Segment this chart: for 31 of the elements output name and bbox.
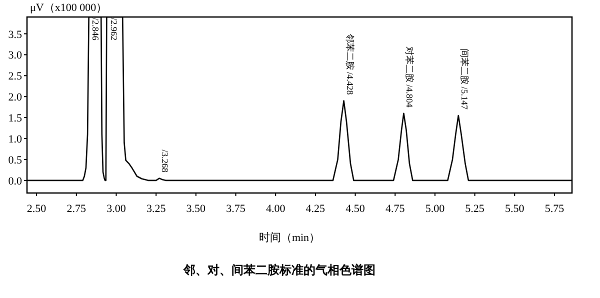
annotation: 邻苯二胺 /4.428 <box>344 34 355 96</box>
y-tick-label: 1.5 <box>8 112 22 125</box>
x-tick-label: 5.25 <box>465 203 485 215</box>
x-tick-label: 5.75 <box>544 203 565 215</box>
x-tick-label: 2.50 <box>26 203 47 215</box>
annotation: 间苯二胺 /5.147 <box>459 48 470 110</box>
annotation: /2.962 <box>109 18 120 40</box>
x-tick-label: 3.00 <box>106 203 126 215</box>
y-tick-label: 3.5 <box>8 28 22 41</box>
annotation: /3.268 <box>160 150 170 173</box>
x-tick-label: 5.50 <box>505 203 525 215</box>
y-tick-label: 3.0 <box>8 50 22 62</box>
x-tick-label: 2.75 <box>66 203 87 215</box>
x-axis-title: 时间（min） <box>258 231 320 244</box>
y-tick-label: 2.0 <box>8 92 22 104</box>
y-tick-label: 0.0 <box>8 175 22 188</box>
text: 邻、对、间苯二胺标准的气相色谱图 <box>182 263 376 277</box>
x-tick-label: 3.50 <box>186 203 206 215</box>
x-tick-label: 3.75 <box>226 203 246 215</box>
x-tick-label: 4.50 <box>346 203 366 215</box>
x-tick-label: 4.25 <box>306 203 326 215</box>
y-tick-label: 2.5 <box>8 70 22 83</box>
annotation: 对苯二胺 /4.804 <box>404 46 415 108</box>
x-tick-label: 3.25 <box>146 203 166 215</box>
y-tick-label: 0.5 <box>8 154 22 166</box>
y-axis-title: μV（x100 000） <box>30 2 108 14</box>
x-tick-label: 4.00 <box>266 203 286 215</box>
x-tick-label: 4.75 <box>385 203 406 215</box>
y-tick-label: 1.0 <box>8 134 22 146</box>
x-tick-label: 5.00 <box>425 203 446 215</box>
annotation: /2.846 <box>90 18 101 41</box>
